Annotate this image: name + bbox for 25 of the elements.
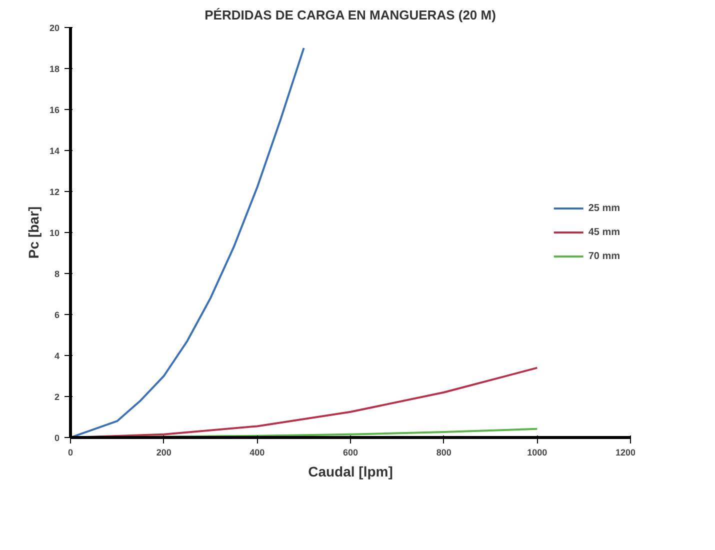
x-tick-label: 1200 [615, 448, 636, 458]
x-tick-label: 1000 [527, 448, 548, 458]
y-tick-label: 6 [54, 310, 60, 320]
y-tick-label: 12 [49, 187, 60, 197]
x-tick-label: 0 [68, 448, 74, 458]
y-tick-label: 4 [54, 351, 60, 361]
y-tick-label: 2 [54, 392, 60, 402]
x-tick-label: 800 [436, 448, 452, 458]
y-tick-label: 16 [49, 105, 60, 115]
x-tick-label: 600 [342, 448, 358, 458]
y-tick-label: 0 [54, 433, 60, 443]
legend-label: 70 mm [588, 250, 620, 262]
y-tick-label: 20 [49, 23, 60, 33]
x-axis-title: Caudal [lpm] [308, 464, 393, 480]
line-series [70, 47, 305, 438]
legend-label: 45 mm [588, 226, 620, 238]
x-tick-label: 200 [156, 448, 172, 458]
y-tick-label: 14 [49, 146, 60, 156]
x-tick-label: 400 [250, 448, 265, 458]
y-tick-label: 8 [54, 269, 60, 279]
y-tick-label: 18 [49, 64, 60, 74]
legend-label: 25 mm [588, 202, 620, 214]
y-tick-label: 10 [49, 228, 60, 238]
y-axis-title: Pc [bar] [25, 206, 42, 259]
chart-title: PÉRDIDAS DE CARGA EN MANGUERAS (20 M) [204, 8, 496, 22]
